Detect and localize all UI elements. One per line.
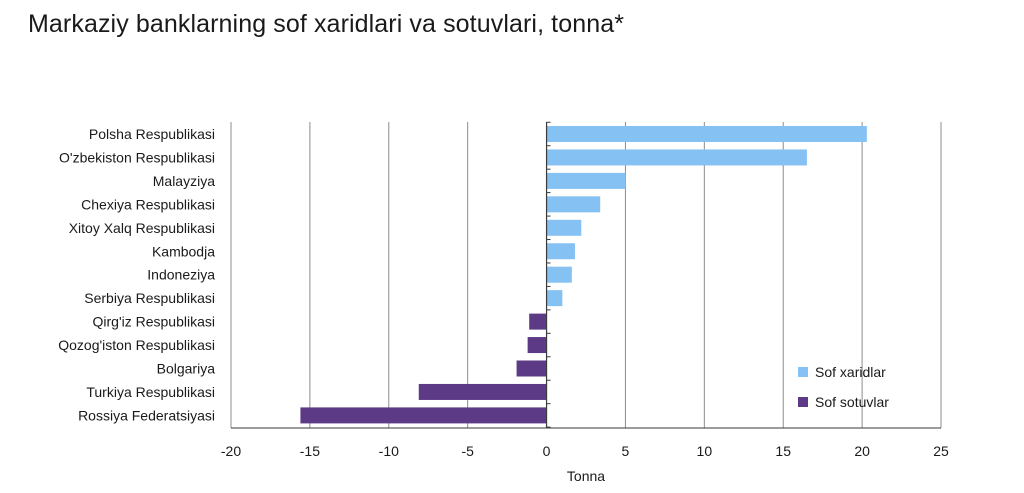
category-label: Qirg'iz Respublikasi — [93, 314, 216, 330]
category-labels: Polsha Respublikasi O'zbekiston Respublik… — [58, 126, 215, 423]
category-label: O'zbekiston Respublikasi — [59, 149, 215, 165]
category-label: Indoneziya — [147, 267, 215, 283]
x-tick-label: -5 — [461, 443, 474, 459]
category-label: Serbiya Respublikasi — [84, 290, 215, 306]
x-tick-label: 5 — [622, 443, 630, 459]
bar-qirg-iz-respublikasi — [529, 313, 547, 330]
x-tick-label: -20 — [221, 443, 241, 459]
category-label: Turkiya Respublikasi — [86, 384, 215, 400]
bars — [300, 126, 867, 424]
x-tick-label: 10 — [697, 443, 713, 459]
bar-indoneziya — [546, 266, 572, 283]
legend-swatch-sof-sotuvlar — [798, 397, 808, 407]
legend-label-sof-xaridlar: Sof xaridlar — [815, 364, 886, 380]
axes — [231, 121, 941, 429]
category-label: Polsha Respublikasi — [89, 126, 215, 142]
x-tick-labels: -20 -15 -10 -5 0 5 10 15 20 25 — [221, 443, 949, 459]
bar-o-zbekiston-respublikasi — [546, 149, 807, 166]
x-tick-label: 15 — [775, 443, 791, 459]
bar-xitoy-xalq-respublikasi — [546, 219, 582, 236]
bar-qozog-iston-respublikasi — [527, 337, 547, 354]
chart-title: Markaziy banklarning sof xaridlari va so… — [28, 10, 625, 38]
legend-swatch-sof-xaridlar — [798, 367, 808, 377]
category-label: Chexiya Respublikasi — [81, 196, 215, 212]
category-label: Rossiya Federatsiyasi — [78, 407, 215, 423]
x-tick-label: 25 — [933, 443, 949, 459]
category-label: Kambodja — [152, 243, 215, 259]
bar-turkiya-respublikasi — [418, 383, 547, 400]
bar-serbiya-respublikasi — [546, 290, 563, 307]
legend-label-sof-sotuvlar: Sof sotuvlar — [815, 394, 889, 410]
bar-chexiya-respublikasi — [546, 196, 601, 213]
x-tick-label: 0 — [543, 443, 551, 459]
legend: Sof xaridlar Sof sotuvlar — [798, 364, 889, 410]
grid-lines — [230, 122, 942, 428]
category-label: Qozog'iston Respublikasi — [58, 337, 215, 353]
bar-bolgariya — [516, 360, 547, 377]
x-tick-label: -15 — [300, 443, 320, 459]
category-label: Xitoy Xalq Respublikasi — [69, 220, 215, 236]
x-tick-label: 20 — [854, 443, 870, 459]
bar-polsha-respublikasi — [546, 126, 867, 142]
category-label: Malayziya — [153, 173, 215, 189]
x-axis-title: Tonna — [567, 468, 605, 484]
bar-malayziya — [546, 172, 626, 189]
x-tick-label: -10 — [379, 443, 399, 459]
bar-rossiya-federatsiyasi — [300, 407, 547, 424]
bar-kambodja — [546, 243, 575, 260]
category-label: Bolgariya — [157, 361, 216, 377]
